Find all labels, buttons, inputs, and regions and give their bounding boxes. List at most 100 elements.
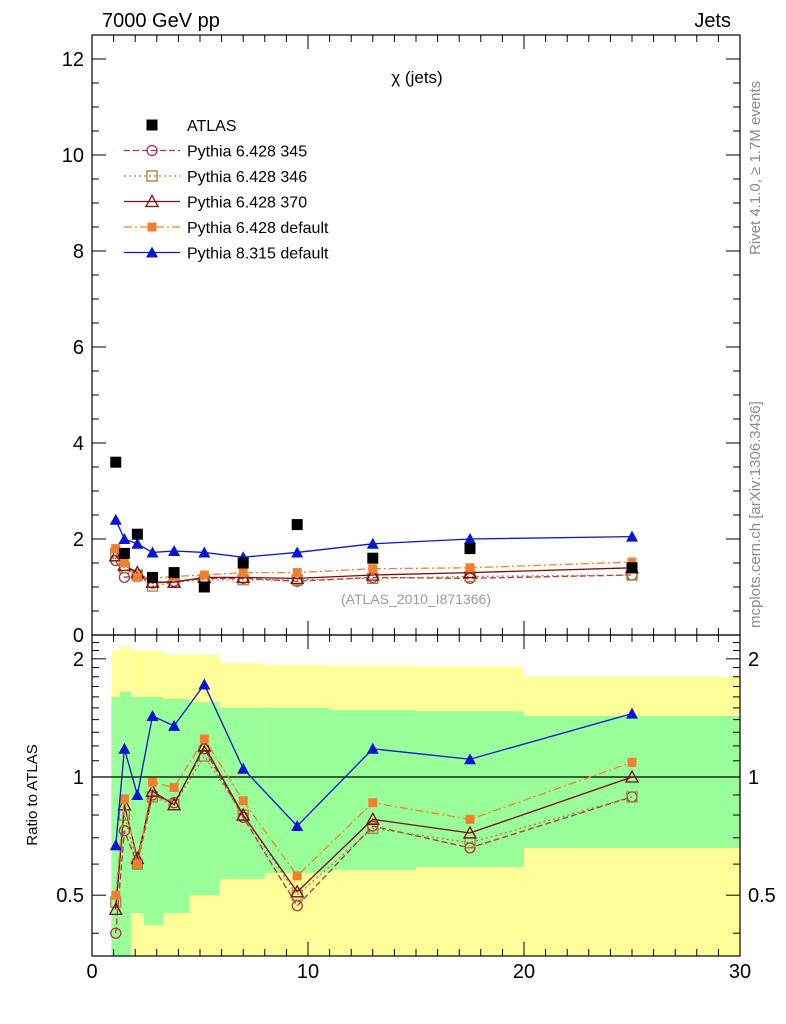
ratio-series-0-point-1 xyxy=(118,825,131,837)
series-4-point-7 xyxy=(291,546,304,558)
ratio-series-4-point-8 xyxy=(366,742,379,754)
series-4-point-3 xyxy=(146,546,159,558)
ratio-series-4-point-2 xyxy=(131,788,144,800)
ratio-series-4-point-5 xyxy=(198,678,211,690)
x-tick-label-0: 0 xyxy=(86,961,97,983)
y-tick-label-6: 6 xyxy=(73,337,84,359)
chart-title: χ (jets) xyxy=(391,68,442,87)
ratio-tick-label-right-2: 2 xyxy=(748,649,759,671)
series-4-point-4 xyxy=(168,545,181,556)
atlas-data-point-1 xyxy=(118,547,130,559)
atlas-data-point-9 xyxy=(464,543,476,555)
header-left: 7000 GeV pp xyxy=(102,10,220,32)
green-band-bin-3 xyxy=(143,696,164,925)
series-3-point-6 xyxy=(238,568,248,578)
ratio-frame xyxy=(91,634,741,957)
series-2-point-7 xyxy=(290,571,305,585)
ratio-series-0-point-0 xyxy=(110,927,122,939)
legend-marker-3 xyxy=(147,222,157,232)
series-line-1 xyxy=(115,553,633,587)
x-tick-label-30: 30 xyxy=(729,961,751,983)
green-band-bin-8 xyxy=(329,710,416,870)
ratio-series-3-point-4 xyxy=(169,783,179,793)
ratio-series-1-point-8 xyxy=(367,822,379,834)
ratio-series-3-point-5 xyxy=(199,734,209,744)
legend-marker-2 xyxy=(144,194,160,208)
green-band-bin-2 xyxy=(130,696,144,914)
legend-label-1: Pythia 6.428 346 xyxy=(187,169,307,186)
ratio-plot-marks xyxy=(108,678,640,939)
main-plot-marks xyxy=(108,456,640,593)
header-right: Jets xyxy=(694,10,731,32)
series-4-point-2 xyxy=(131,537,144,549)
y-tick-label-0: 0 xyxy=(73,625,84,647)
legend-label-4: Pythia 8.315 default xyxy=(187,246,329,263)
main-axes: 0 2 4 6 8 10 12 xyxy=(62,35,741,647)
series-3-point-8 xyxy=(368,564,378,574)
legend-label-2: Pythia 6.428 370 xyxy=(187,195,307,212)
y-tick-label-8: 8 xyxy=(73,241,84,263)
ratio-uncertainty-bands xyxy=(111,646,740,956)
legend-label-atlas: ATLAS xyxy=(187,118,237,135)
atlas-data-point-7 xyxy=(291,519,303,531)
atlas-data-point-3 xyxy=(146,571,158,583)
ratio-series-line-1 xyxy=(115,754,633,903)
ratio-series-2-point-3 xyxy=(145,783,160,797)
ratio-axes: 0.5 0.51 12 20 10 20 30 xyxy=(56,635,776,983)
ratio-series-2-point-8 xyxy=(365,812,380,826)
ratio-tick-label-1: 1 xyxy=(73,767,84,789)
ratio-series-4-point-10 xyxy=(626,707,638,719)
ratio-series-3-point-3 xyxy=(147,777,157,787)
side-label-top: Rivet 4.1.0, ≥ 1.7M events xyxy=(747,81,764,255)
ratio-series-3-point-8 xyxy=(368,798,378,808)
series-3-point-0 xyxy=(111,544,121,554)
series-3-point-9 xyxy=(465,563,475,573)
legend-label-3: Pythia 6.428 default xyxy=(187,220,329,237)
green-band-bin-0 xyxy=(111,696,121,956)
ratio-series-3-point-0 xyxy=(111,890,121,900)
series-3-point-1 xyxy=(119,558,129,568)
legend-marker-4 xyxy=(146,246,158,258)
y-tick-label-2: 2 xyxy=(73,529,84,551)
ratio-tick-label-right-0.5: 0.5 xyxy=(748,885,776,907)
ratio-series-3-point-1 xyxy=(119,794,129,804)
ratio-series-3-point-2 xyxy=(132,859,142,869)
series-4-point-10 xyxy=(626,530,638,542)
y-tick-label-10: 10 xyxy=(62,145,84,167)
series-3-point-2 xyxy=(132,572,142,582)
ratio-series-1-point-10 xyxy=(626,791,638,803)
series-4-point-9 xyxy=(464,533,476,544)
series-3-point-7 xyxy=(292,568,302,578)
atlas-data-point-2 xyxy=(131,528,143,540)
ratio-series-4-point-6 xyxy=(237,762,250,774)
side-label-bottom: mcplots.cern.ch [arXiv:1306.3436] xyxy=(747,401,764,628)
ratio-series-4-point-1 xyxy=(118,742,131,754)
series-2-point-8 xyxy=(365,567,380,581)
ratio-tick-label-0.5: 0.5 xyxy=(56,885,84,907)
atlas-data-point-0 xyxy=(110,456,122,468)
series-3-point-10 xyxy=(627,557,637,567)
legend-marker-1 xyxy=(146,170,158,182)
ratio-series-3-point-7 xyxy=(292,871,302,881)
series-3-point-5 xyxy=(199,570,209,580)
ratio-series-2-point-10 xyxy=(624,769,640,783)
ratio-series-4-point-7 xyxy=(291,820,304,832)
ratio-series-3-point-10 xyxy=(627,757,637,767)
ratio-series-4-point-0 xyxy=(109,839,122,851)
ratio-tick-label-right-1: 1 xyxy=(748,767,759,789)
ratio-series-2-point-9 xyxy=(462,825,478,839)
ratio-series-4-point-9 xyxy=(464,753,476,765)
atlas-data-point-8 xyxy=(367,552,379,564)
ratio-series-line-0 xyxy=(115,747,633,934)
ratio-tick-label-2: 2 xyxy=(73,649,84,671)
green-band-bin-7 xyxy=(264,707,330,873)
ratio-series-4-point-3 xyxy=(146,710,159,722)
ratio-series-3-point-6 xyxy=(238,796,248,806)
green-band-bin-5 xyxy=(189,702,220,896)
atlas-data-point-6 xyxy=(237,557,249,569)
ratio-series-2-point-4 xyxy=(166,797,182,811)
ratio-series-2-point-5 xyxy=(197,738,212,752)
legend-marker-0 xyxy=(146,144,158,157)
green-band-bin-4 xyxy=(163,699,190,914)
